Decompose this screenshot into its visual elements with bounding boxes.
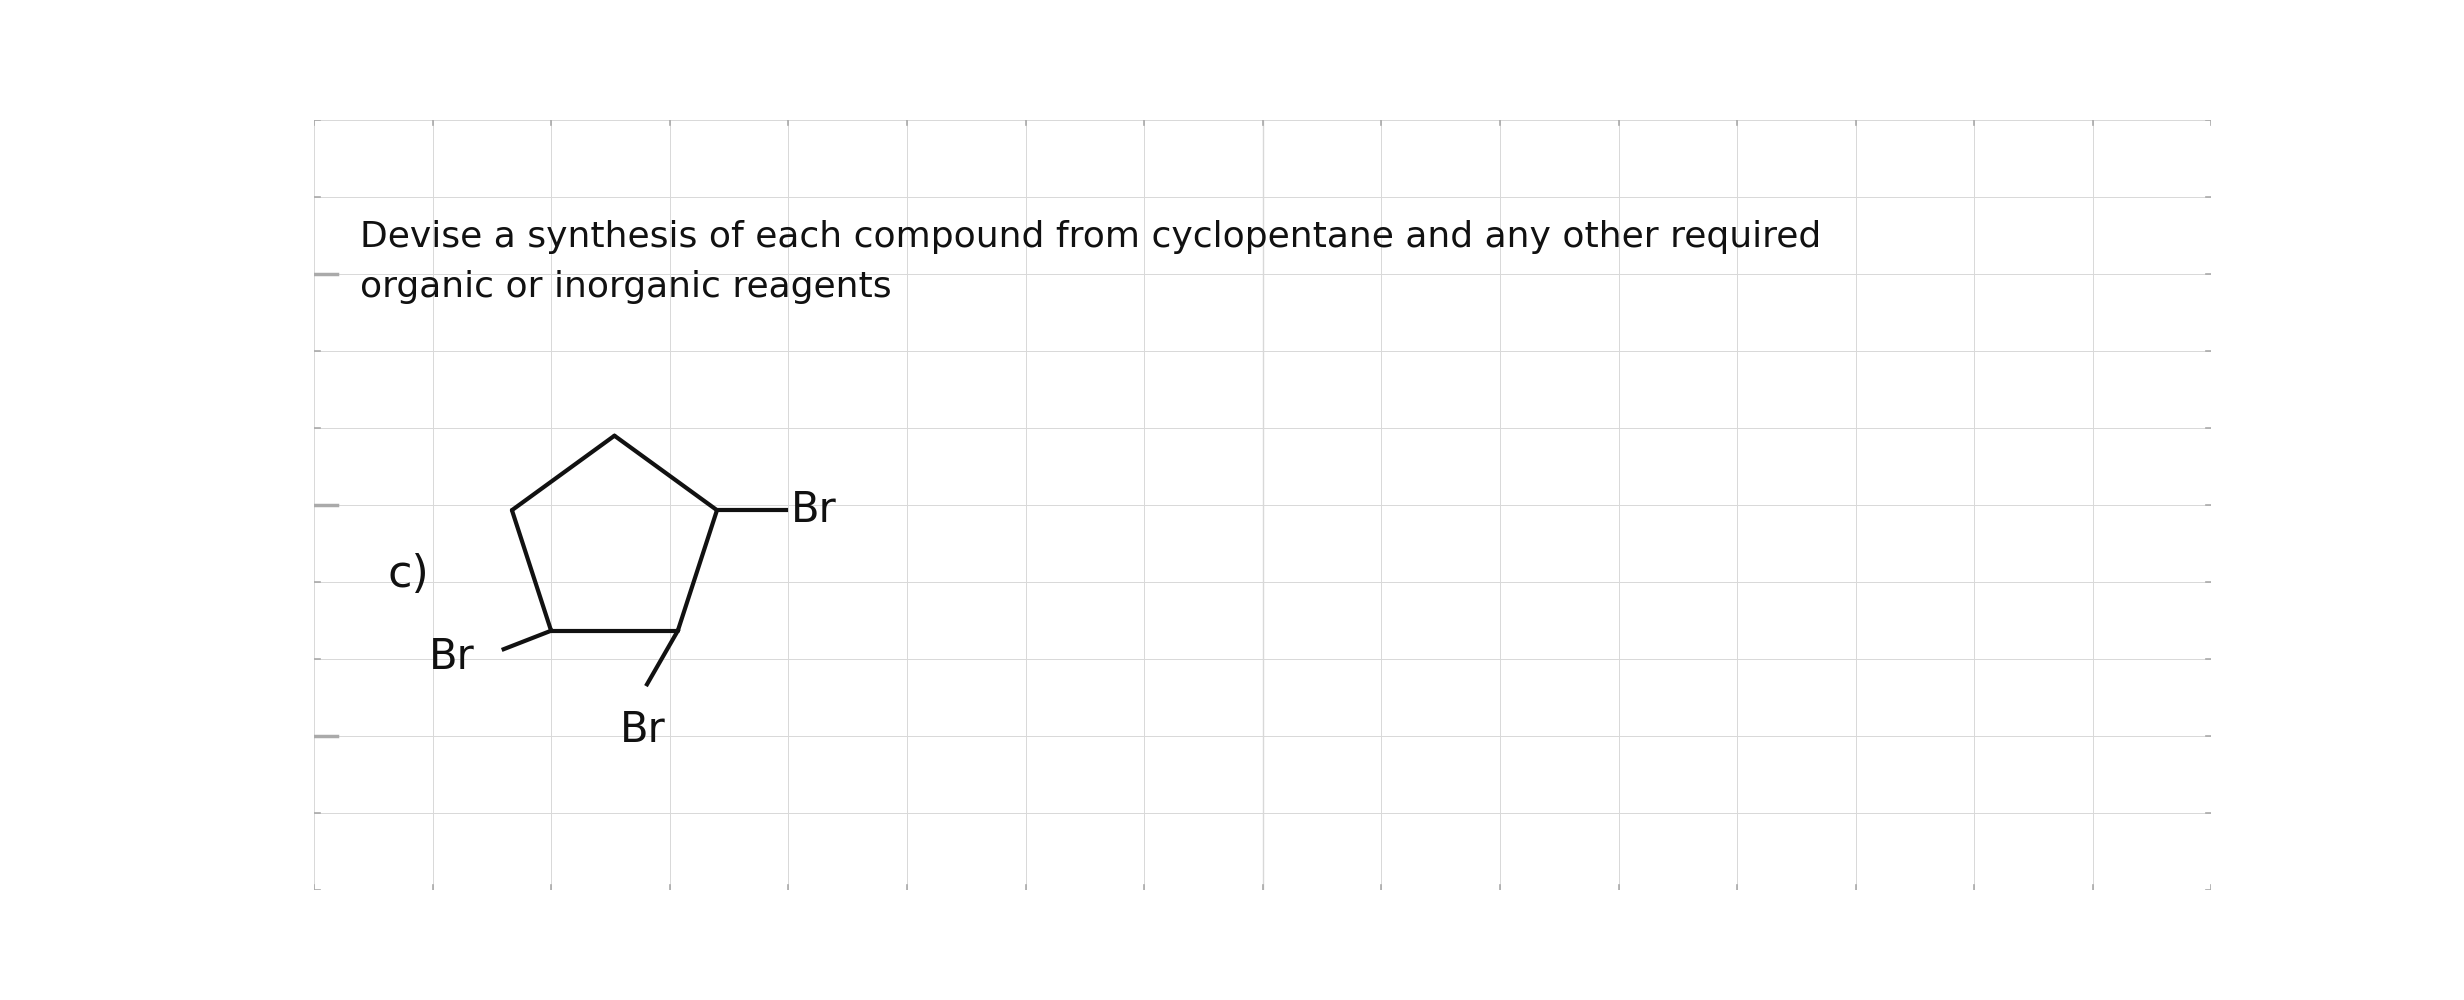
Text: Devise a synthesis of each compound from cyclopentane and any other required: Devise a synthesis of each compound from… <box>360 220 1821 254</box>
Text: Br: Br <box>791 489 838 531</box>
Text: organic or inorganic reagents: organic or inorganic reagents <box>360 270 892 304</box>
Text: Br: Br <box>429 636 476 678</box>
Text: Br: Br <box>621 709 665 751</box>
Text: c): c) <box>387 553 429 596</box>
